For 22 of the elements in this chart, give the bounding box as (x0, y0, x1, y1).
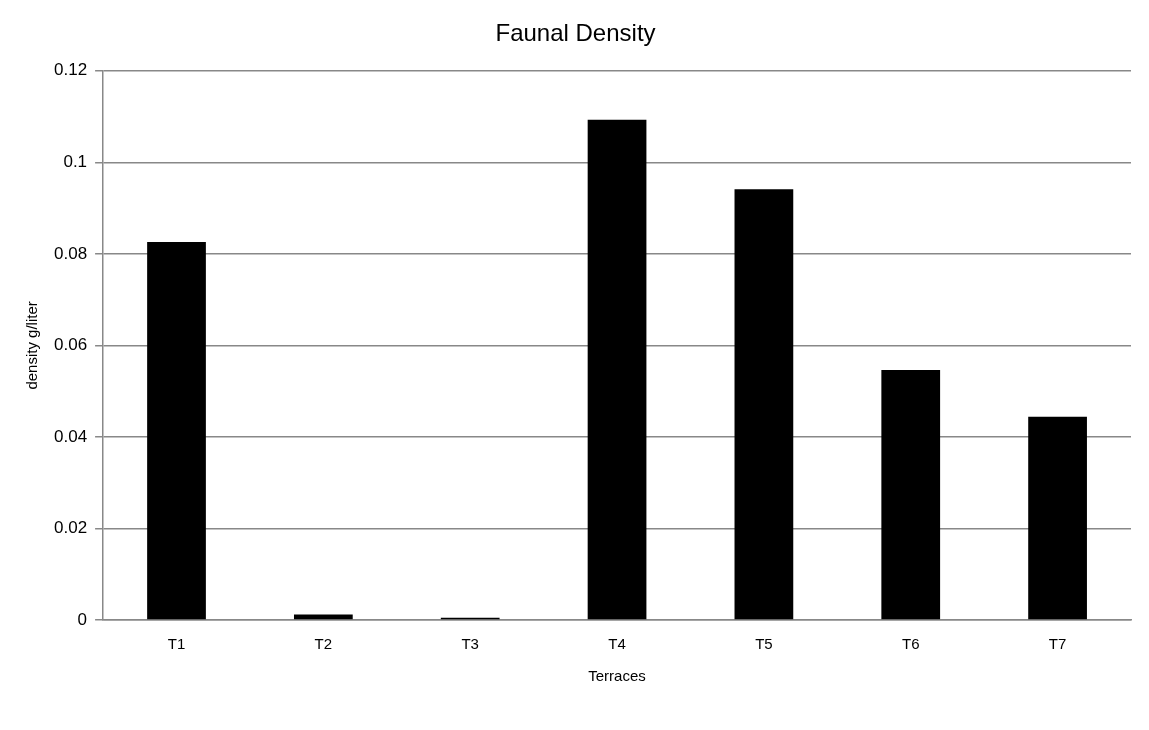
y-tick-label: 0.06 (53, 335, 88, 355)
bar (587, 119, 647, 620)
y-tick-label: 0 (77, 609, 88, 629)
y-tick-label: 0.02 (53, 518, 88, 538)
bar (1028, 416, 1087, 620)
x-tick-label: T3 (461, 635, 479, 653)
x-axis-title: Terraces (588, 667, 646, 685)
bar (881, 370, 941, 620)
x-tick-label: T1 (167, 635, 186, 653)
x-tick-label: T5 (755, 635, 773, 653)
x-tick-label: T2 (314, 635, 333, 653)
y-tick-label: 0.04 (53, 426, 88, 446)
x-tick-label: T4 (608, 635, 626, 653)
chart-title: Faunal Density (495, 19, 656, 47)
y-tick-label: 0.12 (53, 60, 88, 80)
y-tick-label: 0.08 (53, 243, 88, 263)
x-tick-label: T6 (901, 635, 920, 653)
bar (147, 241, 206, 620)
y-axis-title: density g/liter (23, 301, 41, 390)
x-tick-label: T7 (1048, 635, 1067, 653)
bar (734, 189, 794, 620)
y-tick-label: 0.1 (63, 152, 88, 172)
